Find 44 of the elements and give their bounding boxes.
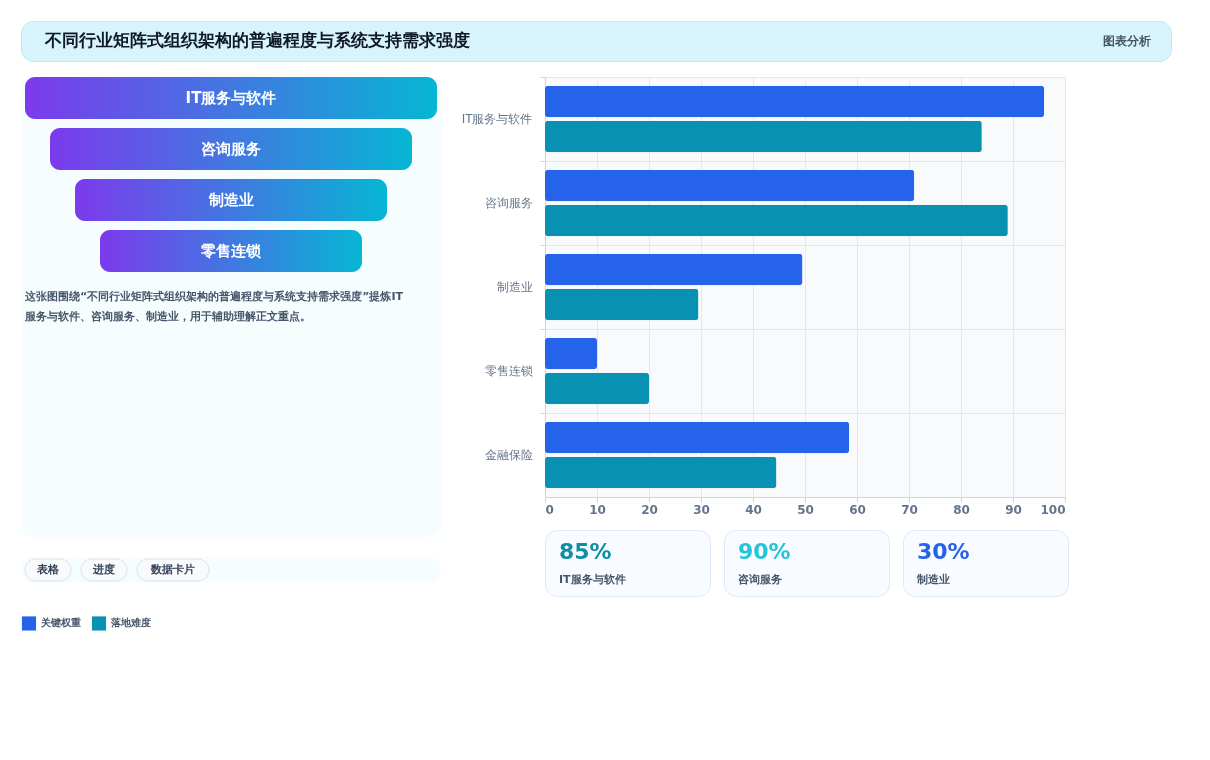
bar (545, 288, 699, 321)
text: 90% (738, 539, 791, 564)
bar (545, 456, 777, 489)
text: 进度 (92, 563, 115, 576)
text: 表格 (36, 563, 60, 576)
text: 不同行业矩阵式组织架构的普遍程度与系统支持需求强度 (44, 30, 470, 50)
y-tick-label: 金融保险 (484, 448, 533, 462)
category-label: 制造业 (207, 191, 254, 209)
bar (545, 372, 649, 405)
legend-label: 落地难度 (110, 617, 151, 629)
y-tick-label: 零售连锁 (484, 364, 533, 378)
bar (545, 337, 597, 370)
x-tick-label: 80 (953, 502, 970, 517)
text: 这张图围绕“不同行业矩阵式组织架构的普遍程度与系统支持需求强度”提炼IT服务与软件、咨询服务、制造业，用于辅助理解正文重点。 (24, 290, 404, 323)
text: 咨询服务 (738, 573, 782, 586)
y-tick-label: IT服务与软件 (461, 112, 533, 126)
y-tick-label: 咨询服务 (484, 196, 533, 210)
text: 数据卡片 (150, 563, 195, 576)
category-label: 咨询服务 (201, 140, 261, 158)
x-tick-label: 40 (745, 502, 762, 517)
x-tick-label: 70 (901, 502, 918, 517)
x-tick-label: 10 (589, 502, 606, 517)
category-label: IT服务与软件 (185, 89, 277, 107)
bar (545, 120, 982, 153)
bar (545, 204, 1008, 237)
y-tick-label: 制造业 (496, 280, 533, 294)
x-tick-label: 100 (1040, 502, 1066, 517)
bar (545, 85, 1045, 118)
x-tick-label: 90 (1005, 502, 1022, 517)
text: 85% (559, 539, 612, 564)
x-tick-label: 20 (641, 502, 658, 517)
category-label: 零售连锁 (201, 242, 261, 260)
text: 30% (917, 539, 970, 564)
x-tick-label: 30 (693, 502, 710, 517)
bar (545, 421, 850, 454)
text: 图表分析 (1103, 34, 1151, 48)
x-tick-label: 60 (849, 502, 866, 517)
bar (545, 253, 803, 286)
text: 制造业 (916, 573, 950, 586)
x-tick-label: 0 (545, 502, 554, 517)
text: IT服务与软件 (559, 573, 626, 586)
x-tick-label: 50 (797, 502, 814, 517)
legend-label: 关键权重 (40, 617, 81, 629)
bar (545, 169, 915, 202)
